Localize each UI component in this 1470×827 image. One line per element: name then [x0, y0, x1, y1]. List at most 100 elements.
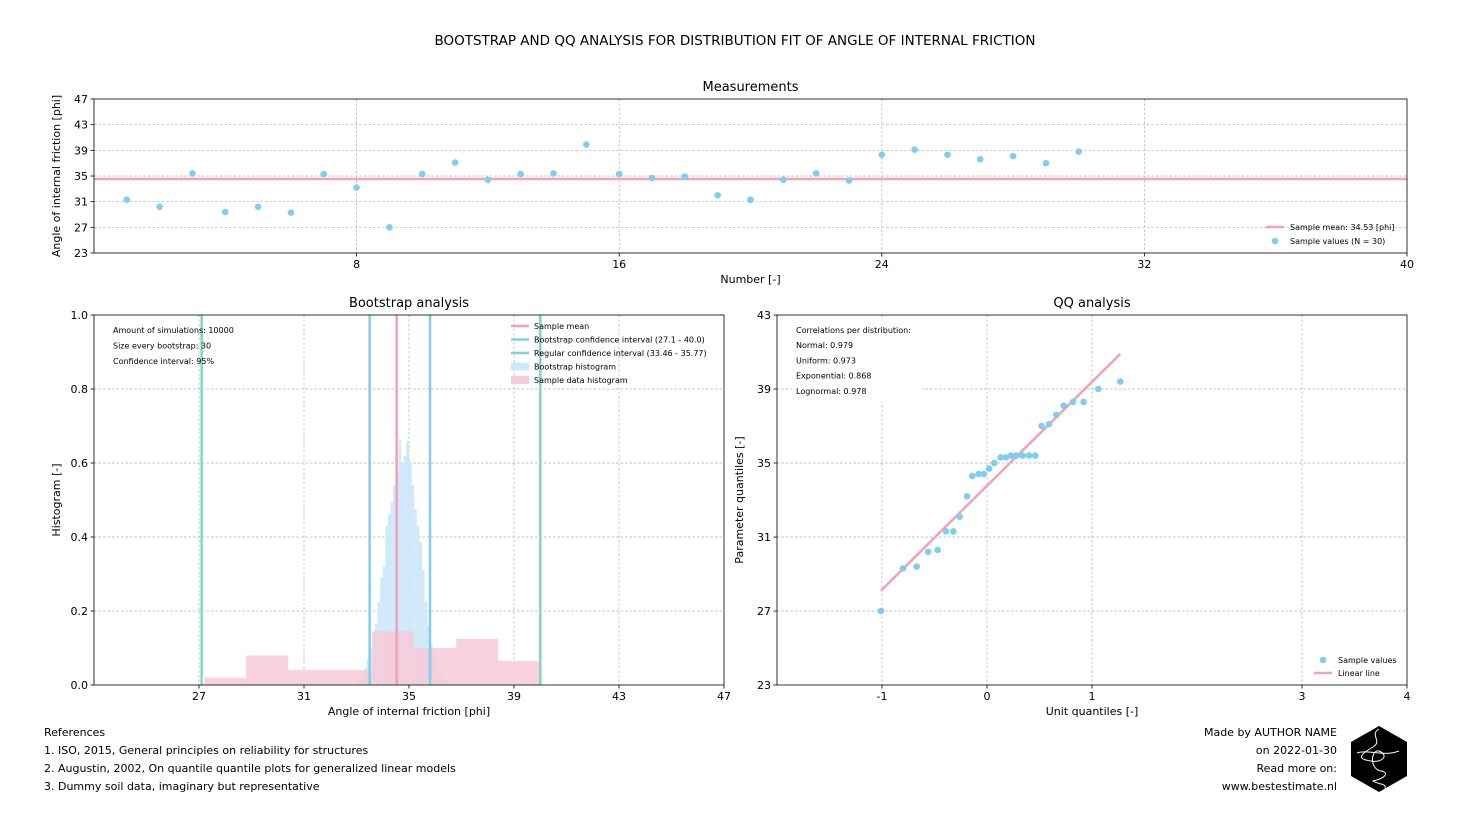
x-tick-label: 32	[1137, 258, 1151, 271]
bootstrap-title: Bootstrap analysis	[349, 296, 469, 311]
sample-hist-bar	[456, 638, 499, 685]
qq-point	[942, 528, 950, 535]
bootstrap-annotation: Size every bootstrap: 30	[113, 342, 211, 351]
bootstrap-xlabel: Angle of internal friction [phi]	[328, 705, 490, 718]
measurement-point	[287, 209, 295, 216]
measurement-point	[681, 173, 689, 180]
qq-ylabel: Parameter quantiles [-]	[733, 436, 746, 563]
qq-point	[1045, 420, 1053, 428]
measurement-point	[1009, 152, 1017, 160]
legend-label: Bootstrap confidence interval (27.1 - 40…	[534, 336, 705, 345]
qq-point	[1007, 452, 1015, 459]
qq-title: QQ analysis	[1053, 296, 1130, 311]
x-tick-label: 1	[1089, 690, 1096, 703]
legend-label: Sample mean	[534, 322, 589, 331]
qq-point	[1002, 454, 1010, 461]
bootstrap-hist-bar	[398, 438, 402, 685]
bootstrap-hist-bar	[414, 509, 417, 685]
qq-point	[1080, 398, 1087, 406]
bootstrap-hist-bar	[382, 566, 386, 685]
x-tick-label: 27	[192, 690, 206, 703]
x-tick-label: 43	[612, 690, 626, 703]
qq-point	[997, 454, 1004, 461]
qq-point	[991, 459, 998, 467]
qq-annotation: Uniform: 0.973	[796, 356, 856, 365]
bootstrap-hist-bar	[403, 455, 407, 685]
y-tick-label: 43	[757, 309, 771, 322]
measurement-point	[583, 141, 590, 148]
website-link[interactable]: www.bestestimate.nl	[1221, 780, 1337, 793]
x-tick-label: 8	[353, 258, 360, 271]
measurement-point	[254, 203, 262, 211]
bootstrap-hist-bar	[401, 463, 404, 685]
measurement-point	[976, 156, 984, 163]
bootstrap-hist-bar	[416, 525, 420, 685]
reference-item: 1. ISO, 2015, General principles on reli…	[44, 744, 369, 757]
measurement-point	[812, 170, 820, 177]
y-tick-label: 23	[74, 247, 88, 260]
y-tick-label: 35	[74, 170, 88, 183]
legend-label: Bootstrap histogram	[534, 363, 616, 372]
sample-hist-bar	[288, 670, 373, 685]
measurement-point	[386, 224, 393, 231]
sample-hist-bar	[372, 631, 415, 685]
y-tick-label: 23	[757, 679, 771, 692]
reference-item: 3. Dummy soil data, imaginary but repres…	[44, 780, 320, 793]
measurement-point	[222, 208, 229, 216]
measurement-point	[451, 159, 459, 166]
measurement-point	[484, 176, 492, 184]
bootstrap-annotation: Amount of simulations: 10000	[113, 326, 234, 335]
legend-swatch-qq-samples	[1319, 656, 1327, 664]
qq-point	[975, 470, 982, 478]
qq-point	[1069, 398, 1077, 406]
figure-title: BOOTSTRAP AND QQ ANALYSIS FOR DISTRIBUTI…	[434, 33, 1036, 49]
references-heading: References	[44, 726, 106, 739]
measurement-point	[648, 174, 656, 182]
qq-point	[963, 493, 971, 500]
qq-annotation: Normal: 0.979	[796, 341, 853, 350]
measurement-point	[517, 170, 525, 178]
qq-point	[1060, 402, 1067, 409]
measurement-point	[1075, 148, 1083, 155]
x-tick-label: 3	[1299, 690, 1306, 703]
references-block: References 1. ISO, 2015, General princip…	[44, 724, 456, 796]
y-tick-label: 31	[757, 531, 771, 544]
bootstrap-hist-bar	[409, 463, 412, 685]
bootstrap-hist-bar	[419, 542, 423, 685]
qq-point	[1013, 452, 1020, 459]
sample-hist-bar	[498, 660, 541, 685]
reference-item: 2. Augustin, 2002, On quantile quantile …	[44, 762, 456, 775]
x-tick-label: 39	[507, 690, 521, 703]
measurement-point	[353, 184, 360, 191]
legend-swatch	[511, 362, 529, 371]
bootstrap-hist-bar	[369, 648, 373, 685]
y-tick-label: 0.0	[71, 679, 89, 692]
author-credit: Made by AUTHOR NAME	[1203, 726, 1337, 739]
measurement-point	[1042, 159, 1050, 167]
bootstrap-hist-bar	[393, 485, 396, 685]
bootstrap-ylabel: Histogram [-]	[50, 463, 63, 536]
y-tick-label: 0.4	[71, 531, 89, 544]
qq-point	[1038, 422, 1045, 430]
measurement-point	[747, 196, 754, 204]
y-tick-label: 0.8	[71, 383, 89, 396]
x-tick-label: -1	[877, 690, 888, 703]
measurement-point	[780, 176, 787, 184]
x-tick-label: 24	[875, 258, 889, 271]
y-tick-label: 31	[74, 196, 88, 209]
qq-point	[1032, 452, 1039, 459]
qq-annotation: Lognormal: 0.978	[796, 387, 866, 396]
qq-annotation: Exponential: 0.868	[796, 372, 871, 381]
y-tick-label: 39	[757, 383, 771, 396]
measurement-point	[189, 170, 196, 177]
y-tick-label: 1.0	[71, 309, 89, 322]
measurement-point	[911, 146, 918, 153]
qq-point	[924, 548, 932, 556]
measurements-ylabel: Angle of internal friction [phi]	[50, 95, 63, 257]
credits-block: Made by AUTHOR NAME on 2022-01-30 Read m…	[1204, 724, 1337, 796]
legend-label-samples: Sample values (N = 30)	[1290, 237, 1385, 246]
measurement-point	[878, 151, 886, 159]
measurement-point	[418, 170, 426, 178]
legend-swatch	[511, 376, 529, 384]
